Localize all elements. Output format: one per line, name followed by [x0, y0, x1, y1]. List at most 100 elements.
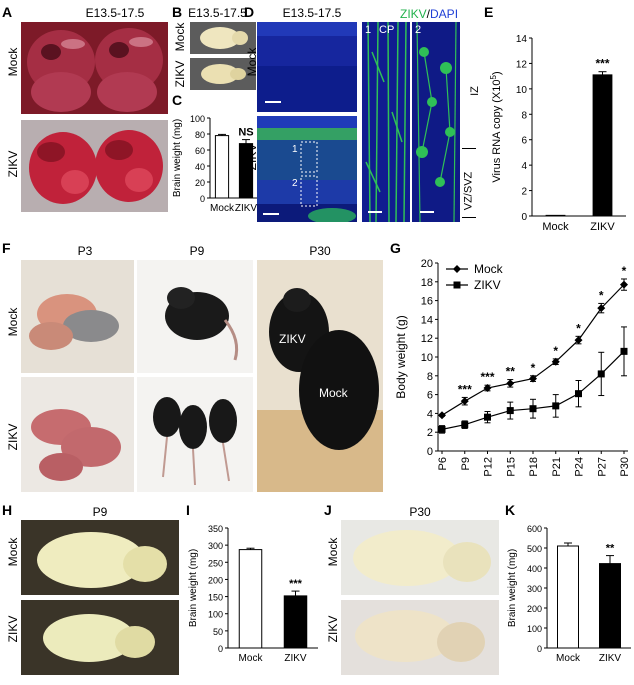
k-bar-mock: [557, 545, 579, 649]
k-ylabel: Brain weight (mg): [507, 549, 518, 627]
e-ytick-label-0: 0: [521, 212, 527, 223]
panel-k-chart: 0 100 200 300 400 500 600 Mock ZIKV ** Brain weigh…: [507, 524, 631, 664]
g-point-mock-1: [460, 397, 469, 406]
stain-zikv-label: ZIKV: [400, 7, 427, 21]
panel-a-label: A: [2, 4, 13, 20]
e-bar-mock: [545, 214, 566, 217]
brain-photo-p30-mock: [341, 520, 499, 595]
region-vz-svz-label: VZ/SVZ: [462, 171, 475, 211]
c-ytick-label-3: 60: [195, 146, 205, 156]
g-xtick-label-0: P6: [437, 457, 449, 470]
g-ytick-label-8: 16: [421, 296, 433, 308]
embryo-photo-mock: [21, 22, 168, 114]
e-ytick-label-1: 2: [521, 187, 527, 198]
g-ytick-label-1: 2: [427, 427, 433, 439]
panel-j-label: J: [324, 502, 332, 518]
e-ylabel-end: ): [491, 71, 503, 75]
i-ytick-label-5: 250: [208, 558, 223, 568]
g-legend-marker-zikv: [453, 281, 461, 289]
panel-b-title: E13.5-17.5: [188, 6, 247, 20]
g-ytick-label-2: 4: [427, 408, 433, 420]
panel-h-row-zikv: ZIKV: [6, 615, 20, 643]
inset-micrograph-1: 1 CP: [362, 22, 410, 222]
g-point-zikv-0: [438, 425, 446, 433]
g-significance-2: ***: [480, 370, 494, 384]
c-ytick-label-4: 80: [195, 130, 205, 140]
c-xtick-label-0: Mock: [210, 203, 235, 214]
g-xtick-label-2: P12: [483, 457, 495, 477]
g-point-zikv-3: [506, 407, 514, 415]
panel-d-label: D: [244, 4, 255, 20]
e-ytick-label-3: 6: [521, 136, 527, 147]
c-ylabel: Brain weight (mg): [172, 119, 183, 197]
k-ytick-label-5: 500: [527, 544, 542, 554]
brain-photo-b-mock: [190, 22, 256, 54]
k-bar-zikv: [599, 563, 621, 649]
g-ytick-label-3: 6: [427, 390, 433, 402]
in-photo-zikv-label: ZIKV: [279, 332, 306, 346]
panel-g-label: G: [390, 240, 401, 256]
g-ytick-label-4: 8: [427, 371, 433, 383]
cortex-micrograph-mock: [257, 22, 357, 112]
g-ytick-label-6: 12: [421, 333, 433, 345]
g-xtick-label-3: P15: [505, 457, 517, 477]
c-annotation: NS: [238, 127, 253, 139]
g-point-mock-0: [438, 411, 446, 420]
panel-d-title: E13.5-17.5: [282, 6, 342, 20]
g-ytick-label-9: 18: [421, 277, 433, 289]
panel-j-title: P30: [409, 505, 431, 519]
panel-a-row-zikv: ZIKV: [6, 150, 20, 178]
panel-f-label: F: [2, 240, 11, 256]
g-xtick-label-6: P24: [574, 457, 586, 477]
i-xtick-label-0: Mock: [239, 653, 264, 664]
panel-f-col-p3: P3: [77, 244, 93, 258]
g-legend-label-zikv: ZIKV: [474, 278, 501, 292]
g-significance-5: *: [553, 344, 558, 358]
c-ytick-label-2: 40: [195, 162, 205, 172]
g-xtick-label-5: P21: [551, 457, 563, 477]
g-point-mock-8: [620, 280, 628, 289]
panel-b-label: B: [172, 4, 183, 20]
brain-photo-b-zikv: [190, 58, 256, 90]
i-ytick-label-1: 50: [213, 627, 223, 637]
c-ytick-label-5: 100: [190, 114, 205, 124]
g-point-zikv-7: [597, 370, 605, 378]
g-point-zikv-4: [529, 405, 537, 413]
c-ytick-label-0: 0: [200, 194, 205, 204]
k-ytick-label-0: 0: [537, 644, 542, 654]
e-annotation: ***: [595, 57, 609, 71]
panel-k-label: K: [505, 502, 516, 518]
panel-b-row-mock: Mock: [173, 22, 187, 52]
k-ytick-label-4: 400: [527, 564, 542, 574]
i-annotation: ***: [289, 578, 303, 590]
inset-2-number: 2: [415, 24, 422, 36]
i-ytick-label-2: 100: [208, 610, 223, 620]
panel-c-label: C: [172, 92, 183, 108]
g-point-zikv-8: [620, 347, 628, 355]
cortex-micrograph-zikv: 1 2: [257, 116, 357, 222]
g-legend-marker-mock: [453, 265, 461, 273]
brain-photo-p30-zikv: [341, 600, 499, 675]
region-divider-1: [462, 148, 476, 149]
e-ytick-label-2: 4: [521, 161, 527, 172]
panel-j-row-mock: Mock: [326, 537, 340, 567]
g-xtick-label-4: P18: [528, 457, 540, 477]
i-ytick-label-7: 350: [208, 524, 223, 534]
g-ylabel: Body weight (g): [394, 315, 408, 398]
mouse-photo-p30: ZIKV Mock: [257, 260, 383, 492]
g-xtick-label-1: P9: [460, 457, 472, 470]
panel-c-chart: 0 20 40 60 80 100 Mock ZIKV NS Brain weight (mg): [172, 114, 258, 214]
e-ylabel-sup: 5: [489, 75, 498, 80]
i-ytick-label-4: 200: [208, 575, 223, 585]
k-ytick-label-1: 100: [527, 624, 542, 634]
g-significance-8: *: [622, 264, 627, 278]
g-significance-4: *: [531, 361, 536, 375]
panel-h-title: P9: [92, 505, 108, 519]
g-point-zikv-6: [575, 390, 582, 398]
c-xtick-label-1: ZIKV: [235, 203, 258, 214]
panel-i-chart: 0 50 100 150 200 250 300 350 Mock ZIKV *** Brain we…: [188, 524, 318, 664]
g-point-mock-4: [529, 374, 537, 383]
panel-b-row-zikv: ZIKV: [173, 60, 187, 88]
e-bar-zikv: [592, 74, 613, 217]
e-ytick-label-5: 10: [516, 85, 528, 96]
